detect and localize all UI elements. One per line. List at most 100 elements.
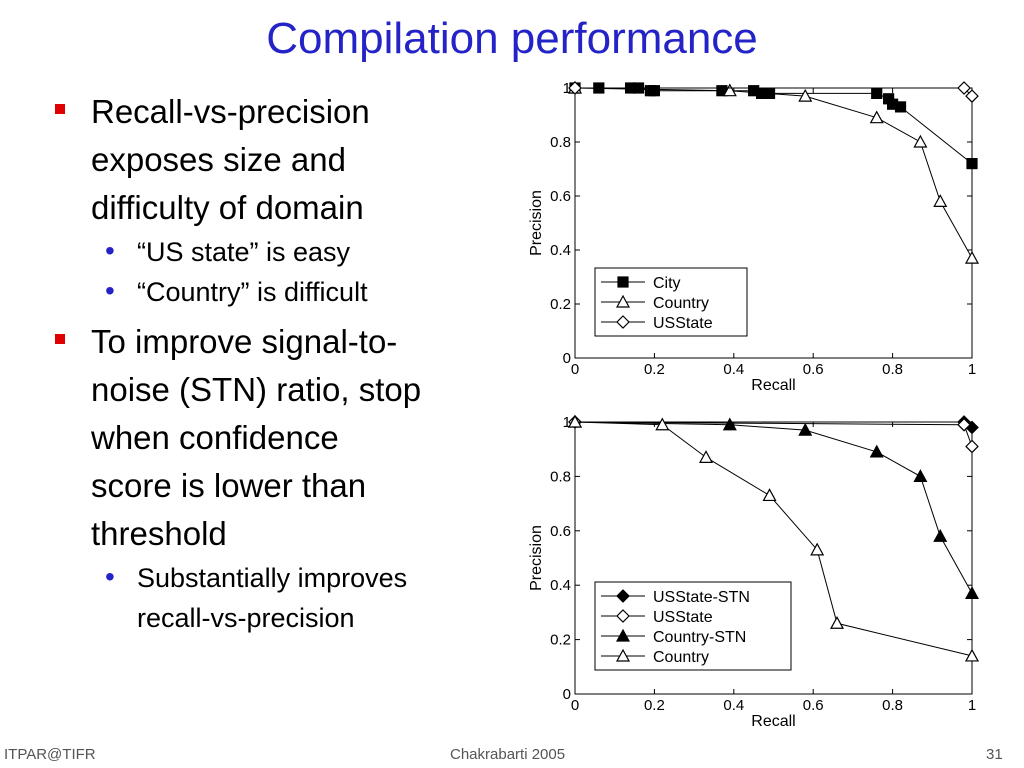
- data-point: [762, 488, 777, 502]
- series-usstate: [568, 415, 979, 454]
- x-tick-label: 1: [968, 361, 976, 378]
- data-point: [567, 414, 583, 428]
- data-point: [798, 422, 813, 436]
- data-point: [722, 83, 737, 97]
- data-point: [810, 542, 825, 556]
- x-tick-label: 0: [571, 697, 579, 714]
- x-tick-label: 0.4: [723, 697, 744, 714]
- legend-label: USState: [653, 315, 713, 332]
- legend-label: Country-STN: [653, 629, 746, 646]
- bullet-line: noise (STN) ratio, stop: [91, 371, 422, 408]
- data-point: [957, 81, 971, 95]
- x-tick-label: 0.4: [723, 361, 744, 378]
- bullet-stn: To improve signal-to- noise (STN) ratio,…: [55, 318, 505, 558]
- blue-dot-bullet-icon: •: [105, 275, 115, 306]
- series-line: [574, 421, 973, 594]
- data-point: [568, 81, 582, 95]
- y-tick-label: 0.4: [550, 242, 571, 259]
- x-tick-label: 1: [968, 697, 976, 714]
- slide-title: Compilation performance: [266, 14, 758, 63]
- series-country: [567, 80, 980, 264]
- legend-marker: [615, 648, 631, 662]
- bullet-list: Recall-vs-precision exposes size and dif…: [55, 88, 505, 638]
- series-country-stn: [567, 414, 980, 599]
- x-tick-label: 0.2: [644, 361, 665, 378]
- sub-bullet-improves: • Substantially improves recall-vs-preci…: [55, 558, 505, 638]
- data-point: [913, 134, 928, 148]
- legend-marker: [615, 628, 631, 642]
- legend-label: City: [653, 275, 681, 292]
- bullet-line: score is lower than: [91, 467, 367, 504]
- bullet-line: when confidence: [91, 419, 339, 456]
- series-city: [569, 82, 978, 170]
- chart-top: 0 0.2 0.4 0.6 0.8 1 0 0.2 0.4 0.6 0.8 1 Recall Precis…: [528, 80, 980, 394]
- data-point: [957, 417, 971, 432]
- blue-dot-bullet-icon: •: [105, 561, 115, 592]
- data-point: [933, 194, 948, 207]
- data-point: [894, 101, 907, 113]
- legend-marker: [615, 294, 631, 308]
- red-square-bullet-icon: [55, 104, 65, 114]
- data-point: [965, 89, 979, 103]
- series-line: [575, 87, 973, 164]
- sub-bullet-line: “Country” is difficult: [137, 277, 368, 307]
- x-tick-label: 0.8: [882, 361, 903, 378]
- legend-label: Country: [653, 295, 709, 312]
- x-tick-label: 0.8: [882, 697, 903, 714]
- sub-bullet-line: Substantially improves: [137, 563, 408, 593]
- legend-label: USState-STN: [653, 589, 750, 606]
- y-tick-label: 0: [563, 686, 571, 703]
- chart-bottom: 0 0.2 0.4 0.6 0.8 1 0 0.2 0.4 0.6 0.8 1 Recall Precis…: [528, 414, 980, 730]
- bullet-line: difficulty of domain: [91, 189, 364, 226]
- legend-label: Country: [653, 649, 709, 666]
- y-tick-label: 0.2: [550, 632, 571, 649]
- y-tick-label: 0.4: [550, 577, 571, 594]
- legend-marker: [616, 315, 630, 329]
- data-point: [830, 616, 845, 629]
- y-tick-label: 0.2: [550, 296, 571, 313]
- legend-marker: [617, 276, 629, 288]
- data-point: [913, 469, 928, 483]
- legend-label: USState: [653, 609, 713, 626]
- data-point: [965, 439, 979, 454]
- legend-marker: [616, 609, 630, 623]
- sub-bullet-line: “US state” is easy: [137, 237, 351, 267]
- bullet-line: threshold: [91, 515, 227, 552]
- legend-marker: [616, 589, 630, 603]
- x-tick-label: 0.6: [803, 697, 824, 714]
- bullet-line: To improve signal-to-: [91, 323, 398, 360]
- footer-left: ITPAR@TIFR: [4, 746, 96, 763]
- data-point: [964, 586, 980, 599]
- red-square-bullet-icon: [55, 334, 65, 344]
- series-usstate: [568, 81, 979, 103]
- y-axis-label: Precision: [528, 525, 545, 591]
- series-country: [567, 414, 980, 662]
- blue-dot-bullet-icon: •: [105, 235, 115, 266]
- bullet-line: exposes size and: [91, 141, 346, 178]
- series-line: [574, 87, 973, 259]
- data-point: [698, 450, 714, 463]
- data-point: [648, 85, 660, 97]
- series-line: [574, 421, 973, 447]
- x-axis-label: Recall: [751, 713, 795, 730]
- y-tick-label: 0.6: [550, 523, 571, 540]
- y-tick-label: 0: [563, 350, 571, 367]
- data-point: [722, 417, 737, 431]
- footer-right: 31: [986, 746, 1003, 763]
- sub-bullet-line: recall-vs-precision: [137, 603, 355, 633]
- bullet-line: Recall-vs-precision: [91, 93, 370, 130]
- x-tick-label: 0.6: [803, 361, 824, 378]
- y-tick-label: 1: [563, 414, 571, 431]
- data-point: [933, 528, 948, 542]
- x-tick-label: 0.2: [644, 697, 665, 714]
- y-tick-label: 0.8: [550, 134, 571, 151]
- data-point: [869, 110, 884, 124]
- data-point: [869, 444, 884, 458]
- y-axis-label: Precision: [528, 190, 545, 256]
- data-point: [871, 87, 883, 99]
- data-point: [798, 88, 813, 102]
- sub-bullet-us-state: • “US state” is easy: [55, 232, 505, 272]
- footer-center: Chakrabarti 2005: [450, 746, 566, 763]
- data-point: [655, 417, 670, 431]
- x-tick-label: 0: [571, 361, 579, 378]
